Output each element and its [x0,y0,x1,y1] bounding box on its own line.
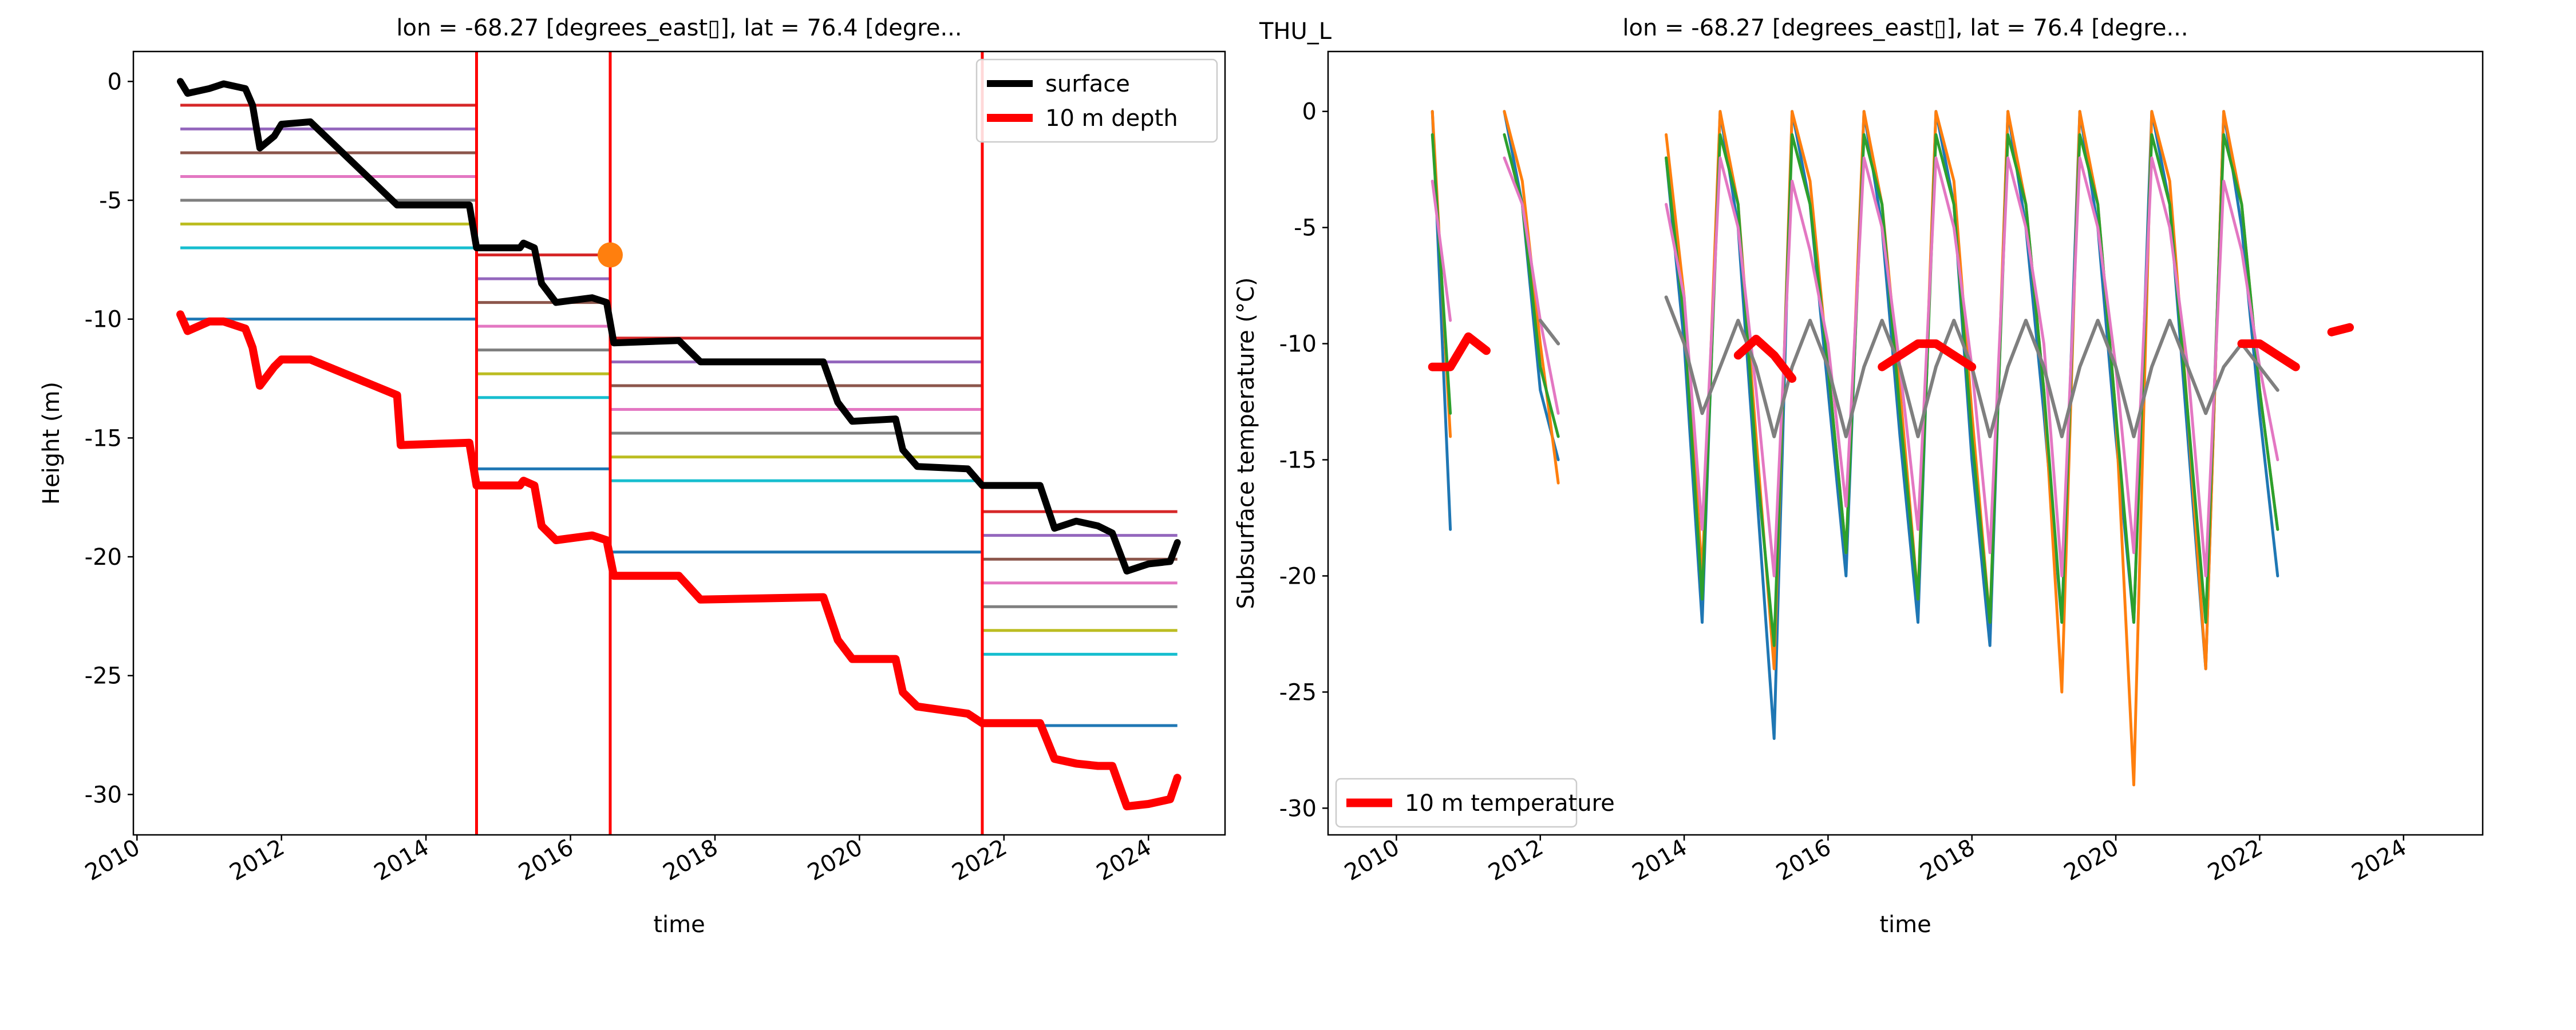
station-label: THU_L [1259,18,1332,45]
marker [597,242,623,268]
y-tick-label: 0 [108,69,122,95]
y-tick-label: -15 [1279,447,1317,474]
legend-box [975,58,1218,143]
y-tick-label: -30 [85,782,122,808]
axes-frame [132,50,1226,836]
chart-title: lon = -68.27 [degrees_east▯], lat = 76.4… [1622,15,2188,41]
x-axis-label: time [653,912,705,938]
series-line [1428,323,2354,383]
y-axis-label: Subsurface temperature (°C) [1233,278,1259,609]
axes-frame [1327,50,2484,836]
plot-area [176,52,1182,835]
plot-area [1428,110,2354,787]
y-tick-label: -10 [1279,331,1317,358]
y-tick-label: -25 [85,663,122,690]
y-tick-label: -30 [1279,795,1317,822]
legend-label: surface [1045,71,1130,97]
x-axis-label: time [1879,912,1931,938]
legend-label: 10 m temperature [1405,790,1615,817]
y-tick-label: -20 [85,544,122,571]
y-tick-label: -10 [85,307,122,333]
legend-label: 10 m depth [1045,105,1178,132]
legend-box [1335,778,1578,828]
y-axis-label: Height (m) [38,382,65,505]
y-tick-label: -20 [1279,563,1317,589]
series-line [176,310,1182,811]
chart-title: lon = -68.27 [degrees_east▯], lat = 76.4… [396,15,962,41]
y-tick-label: -5 [1294,215,1317,241]
series-line [177,78,1181,575]
y-tick-label: -25 [1279,679,1317,706]
y-tick-label: -5 [99,188,122,214]
y-tick-label: -15 [85,425,122,451]
y-tick-label: 0 [1302,99,1317,125]
